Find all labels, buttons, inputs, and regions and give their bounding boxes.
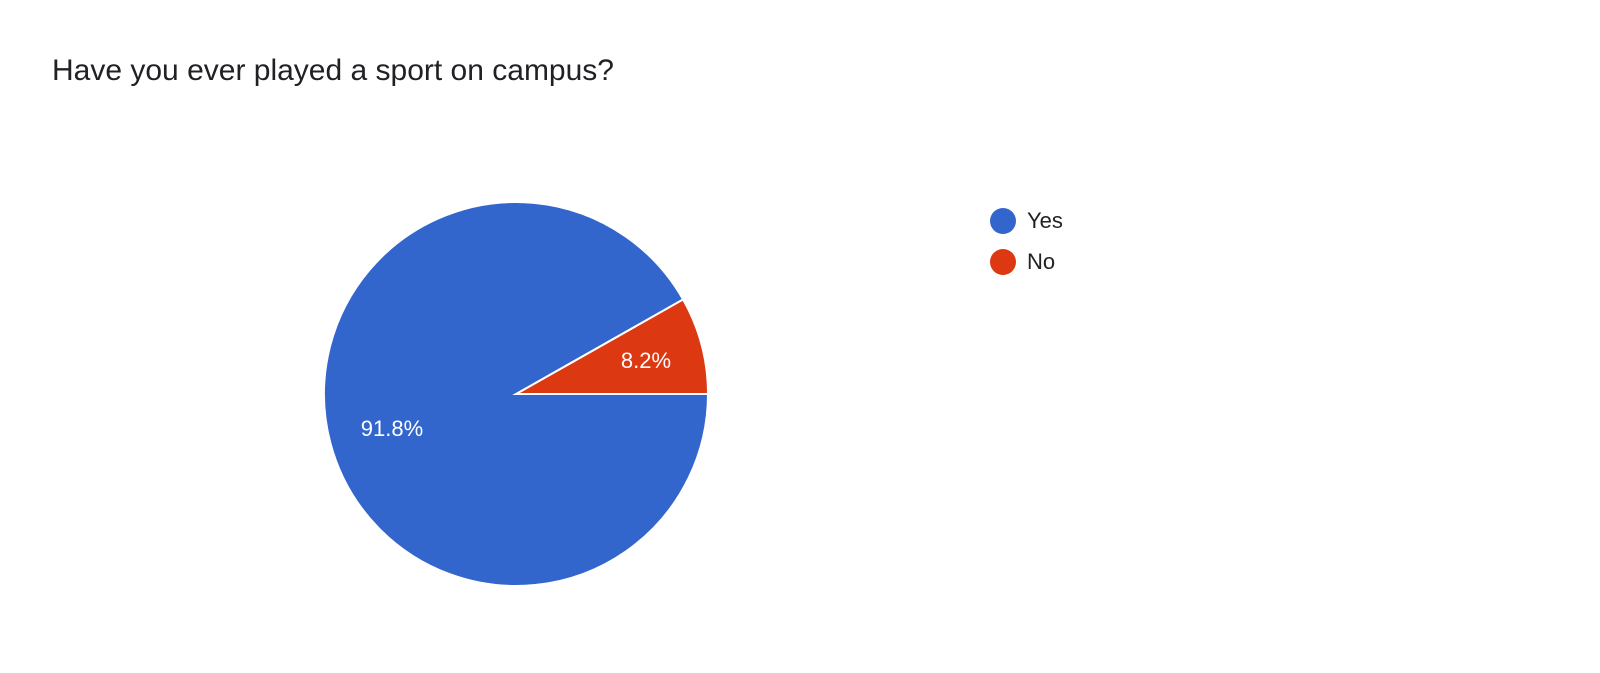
legend-label-yes: Yes <box>1027 207 1063 233</box>
legend-item-no[interactable]: No <box>990 241 1063 282</box>
pie-slice-no[interactable] <box>512 298 710 395</box>
data-label-yes: 91.8% <box>361 416 423 441</box>
pie-chart: 8.2% 91.8% <box>323 201 710 587</box>
legend-swatch-no <box>990 248 1016 275</box>
pie-slice-yes[interactable] <box>323 201 710 587</box>
legend-item-yes[interactable]: Yes <box>990 200 1063 241</box>
data-label-no: 8.2% <box>621 348 671 373</box>
legend-swatch-yes <box>990 207 1016 234</box>
legend-label-no: No <box>1027 248 1056 274</box>
legend: Yes No <box>990 200 1063 282</box>
chart-title: Have you ever played a sport on campus? <box>52 54 614 87</box>
